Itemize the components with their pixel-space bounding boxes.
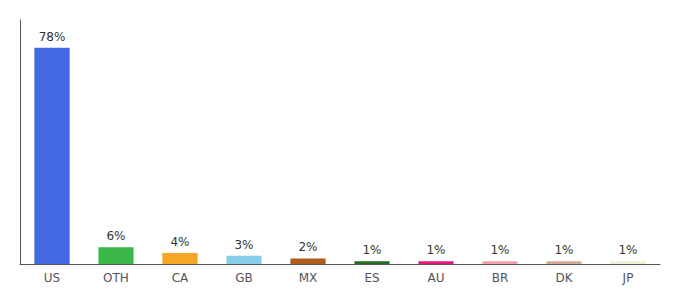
svg-text:AU: AU xyxy=(428,271,445,285)
svg-text:MX: MX xyxy=(299,271,318,285)
svg-text:1%: 1% xyxy=(554,243,573,257)
svg-text:4%: 4% xyxy=(170,235,189,249)
svg-text:OTH: OTH xyxy=(103,271,129,285)
svg-text:1%: 1% xyxy=(490,243,509,257)
svg-text:1%: 1% xyxy=(362,243,381,257)
svg-text:GB: GB xyxy=(235,271,253,285)
svg-text:1%: 1% xyxy=(618,243,637,257)
svg-text:US: US xyxy=(44,271,60,285)
svg-text:ES: ES xyxy=(364,271,379,285)
svg-text:2%: 2% xyxy=(298,240,317,254)
svg-text:BR: BR xyxy=(492,271,509,285)
svg-text:JP: JP xyxy=(622,271,634,285)
svg-text:CA: CA xyxy=(172,271,189,285)
svg-text:DK: DK xyxy=(555,271,573,285)
svg-text:3%: 3% xyxy=(234,238,253,252)
svg-text:6%: 6% xyxy=(106,229,125,243)
svg-text:78%: 78% xyxy=(39,30,66,44)
svg-text:1%: 1% xyxy=(426,243,445,257)
